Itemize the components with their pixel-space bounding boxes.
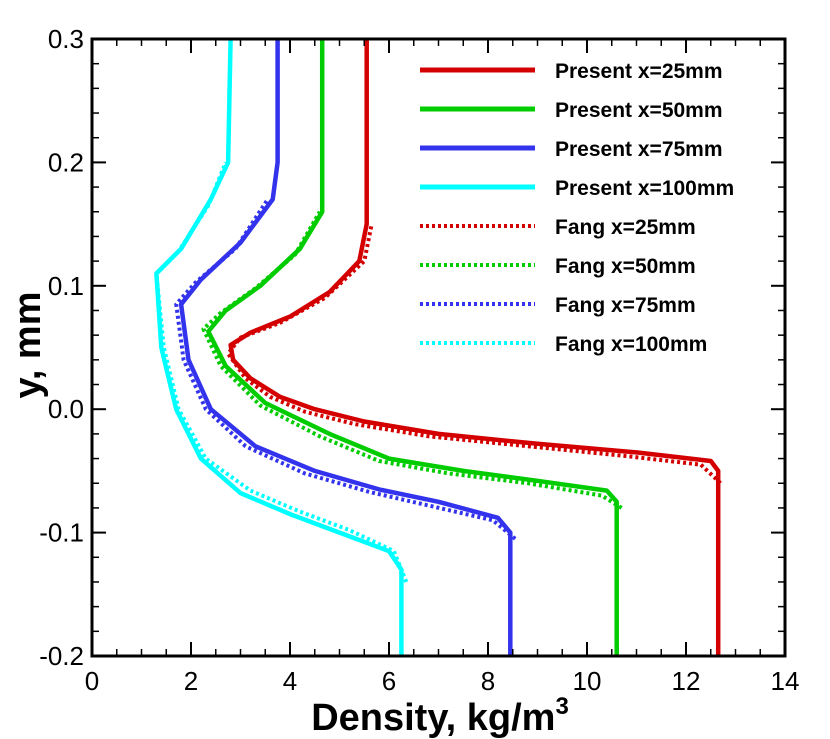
y-tick-label: -0.2 [39, 641, 84, 671]
y-tick-label: 0.3 [48, 24, 84, 54]
legend-label: Present x=75mm [555, 138, 723, 161]
x-tick-labels: 0 2 4 6 8 10 12 14 [85, 666, 800, 696]
legend-label: Present x=50mm [555, 99, 723, 122]
y-tick-label: 0.2 [48, 147, 84, 177]
y-tick-label: -0.1 [39, 518, 84, 548]
x-tick-label: 8 [481, 666, 495, 696]
x-tick-label: 6 [382, 666, 396, 696]
x-axis-title-superscript: 3 [555, 693, 568, 720]
x-tick-label: 4 [283, 666, 297, 696]
legend-label: Present x=100mm [555, 177, 734, 200]
x-tick-label: 10 [573, 666, 602, 696]
series-line-fang-x-25mm [226, 223, 722, 485]
series-line-fang-x-100mm [154, 161, 409, 583]
series-line-fang-x-50mm [201, 210, 623, 510]
legend: Present x=25mm Present x=50mm Present x=75… [420, 60, 734, 356]
x-tick-label: 12 [672, 666, 701, 696]
y-tick-label: 0.0 [48, 394, 84, 424]
x-tick-label: 0 [85, 666, 99, 696]
series-layer [154, 38, 722, 656]
x-tick-label: 14 [771, 666, 800, 696]
x-axis-title: Density, kg/m3 [311, 693, 569, 739]
y-tick-label: 0.1 [48, 271, 84, 301]
legend-label: Fang x=25mm [555, 216, 696, 239]
series-line-present-x-25mm [228, 39, 721, 656]
series-line-present-x-75mm [178, 39, 513, 656]
legend-label: Present x=25mm [555, 60, 723, 83]
legend-label: Fang x=75mm [555, 294, 696, 317]
y-axis-title: y, mm [7, 291, 49, 398]
legend-label: Fang x=50mm [555, 255, 696, 278]
x-axis-title-text: Density, kg/m [311, 697, 555, 739]
y-tick-labels: -0.2 -0.1 0.0 0.1 0.2 0.3 [39, 24, 84, 671]
axis-ticks [91, 38, 786, 657]
x-tick-label: 2 [184, 666, 198, 696]
legend-label: Fang x=100mm [555, 333, 707, 356]
series-line-present-x-100mm [154, 38, 404, 656]
